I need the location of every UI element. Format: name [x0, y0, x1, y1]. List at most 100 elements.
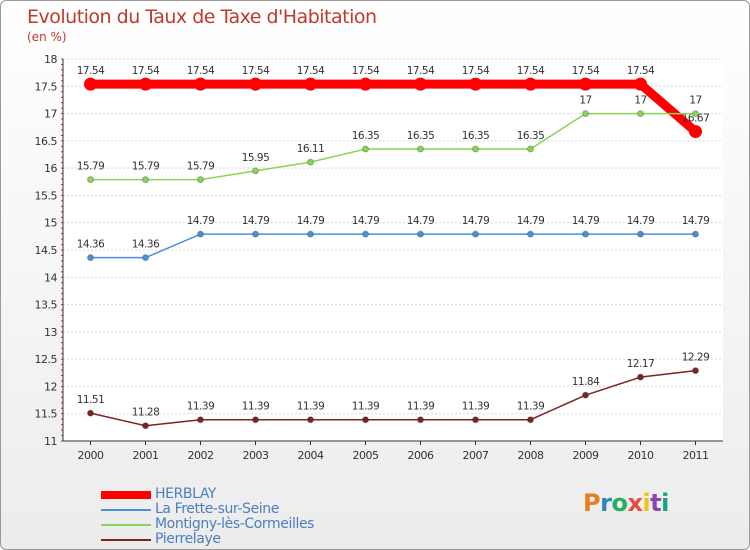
legend-swatch: [101, 509, 151, 511]
data-label: 17.54: [627, 65, 655, 77]
data-point: [252, 230, 259, 238]
logo-letter: x: [627, 489, 643, 517]
data-label: 14.79: [242, 215, 270, 227]
data-point: [527, 230, 534, 238]
data-label: 11.39: [462, 401, 490, 413]
data-label: 12.29: [682, 352, 710, 364]
y-tick-label: 11: [44, 435, 57, 448]
logo-letter: r: [600, 489, 612, 517]
data-point: [87, 254, 94, 262]
data-label: 11.39: [242, 401, 270, 413]
data-point: [634, 77, 647, 91]
data-point: [472, 416, 479, 424]
data-label: 17.54: [572, 65, 600, 77]
data-label: 16.35: [462, 130, 490, 142]
data-label: 17.54: [462, 65, 490, 77]
data-point: [142, 422, 149, 430]
data-point: [304, 77, 317, 91]
data-point: [142, 176, 149, 184]
data-point: [637, 373, 644, 381]
x-tick-label: 2003: [243, 449, 269, 462]
data-point: [527, 416, 534, 424]
logo-letter: i: [642, 489, 651, 517]
data-point: [524, 77, 537, 91]
data-point: [249, 77, 262, 91]
data-point: [637, 230, 644, 238]
data-label: 11.28: [132, 407, 160, 419]
data-point: [84, 77, 97, 91]
data-label: 14.79: [572, 215, 600, 227]
data-point: [472, 230, 479, 238]
x-tick-label: 2000: [78, 449, 104, 462]
data-point: [692, 367, 699, 375]
data-point: [197, 416, 204, 424]
data-point: [527, 145, 534, 153]
x-tick-label: 2011: [683, 449, 709, 462]
logo-letter: t: [650, 489, 662, 517]
y-tick-label: 18: [44, 53, 57, 66]
data-label: 17.54: [132, 65, 160, 77]
data-label: 14.79: [462, 215, 490, 227]
data-point: [307, 416, 314, 424]
data-point: [307, 158, 314, 166]
data-label: 15.79: [77, 161, 105, 173]
data-point: [692, 230, 699, 238]
x-tick-label: 2002: [188, 449, 214, 462]
data-label: 15.79: [187, 161, 215, 173]
data-point: [139, 77, 152, 91]
data-label: 11.39: [517, 401, 545, 413]
series-line: [89, 369, 697, 427]
data-label: 17: [579, 95, 591, 107]
x-tick-label: 2007: [463, 449, 489, 462]
data-point: [362, 416, 369, 424]
data-label: 11.39: [352, 401, 380, 413]
data-label: 14.79: [352, 215, 380, 227]
series-line: [86, 79, 700, 137]
data-label: 14.79: [187, 215, 215, 227]
data-label: 17.54: [77, 65, 105, 77]
data-point: [689, 125, 702, 139]
proxiti-logo: Proxiti: [583, 489, 669, 517]
data-label: 17.54: [242, 65, 270, 77]
chart-title: Evolution du Taux de Taxe d'Habitation: [27, 6, 377, 28]
data-point: [417, 145, 424, 153]
data-label: 16.35: [352, 130, 380, 142]
legend-label: Montigny-lès-Cormeilles: [155, 516, 315, 532]
y-tick-label: 13: [44, 326, 57, 339]
data-label: 17: [689, 95, 701, 107]
data-point: [197, 230, 204, 238]
data-point: [359, 77, 372, 91]
data-label: 14.79: [297, 215, 325, 227]
data-label: 15.79: [132, 161, 160, 173]
data-point: [417, 230, 424, 238]
data-label: 11.51: [77, 394, 105, 406]
x-tick-label: 2009: [573, 449, 599, 462]
data-point: [414, 77, 427, 91]
x-tick-label: 2010: [628, 449, 654, 462]
data-label: 17: [634, 95, 646, 107]
y-tick-label: 13.5: [35, 299, 58, 312]
y-tick-label: 11.5: [35, 408, 58, 421]
data-label: 14.36: [77, 239, 105, 251]
data-label: 16.35: [407, 130, 435, 142]
series-line: [89, 233, 697, 259]
data-label: 17.54: [297, 65, 325, 77]
logo-letter: i: [661, 489, 669, 517]
data-label: 17.54: [352, 65, 380, 77]
data-point: [197, 176, 204, 184]
data-point: [87, 409, 94, 417]
data-label: 15.95: [242, 152, 270, 164]
data-label: 11.39: [407, 401, 435, 413]
x-tick-label: 2005: [353, 449, 379, 462]
data-label: 17.54: [517, 65, 545, 77]
series-line: [89, 112, 697, 181]
x-tick-label: 2001: [133, 449, 159, 462]
legend-swatch: [101, 524, 151, 526]
legend-label: HERBLAY: [155, 486, 217, 502]
y-tick-label: 14: [44, 271, 57, 284]
data-point: [582, 391, 589, 399]
data-point: [582, 110, 589, 118]
data-point: [87, 176, 94, 184]
data-point: [637, 110, 644, 118]
data-point: [579, 77, 592, 91]
